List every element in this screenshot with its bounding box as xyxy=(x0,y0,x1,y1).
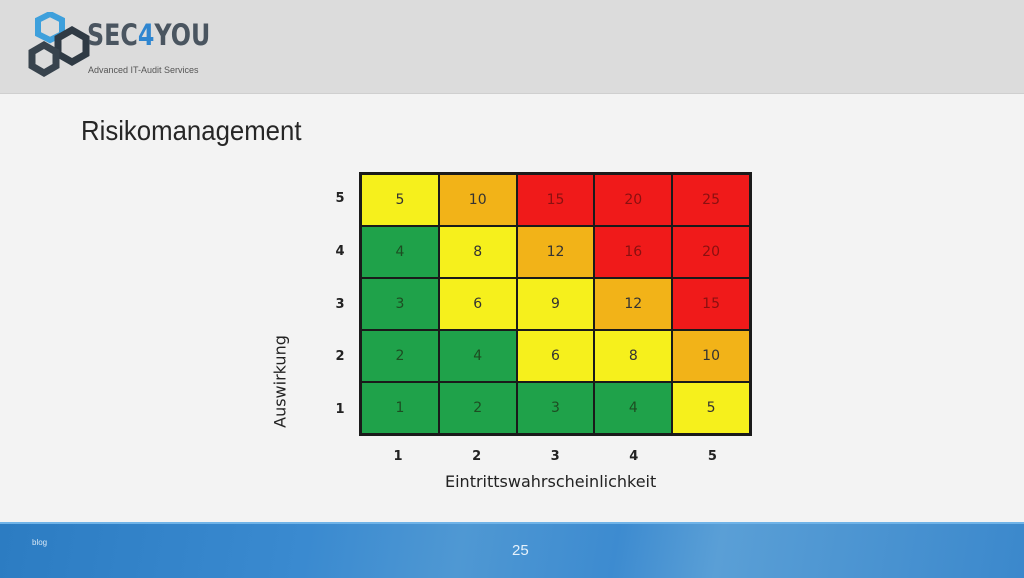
matrix-cell: 4 xyxy=(439,331,516,381)
matrix-cell: 25 xyxy=(673,175,749,225)
matrix-cell: 1 xyxy=(362,383,438,433)
matrix-cell: 20 xyxy=(595,175,672,225)
x-tick-label: 5 xyxy=(707,449,717,464)
slide-header: SEC4YOU Advanced IT-Audit Services xyxy=(0,0,1024,94)
matrix-cell: 15 xyxy=(517,175,594,225)
matrix-cell: 5 xyxy=(673,383,749,433)
y-tick-label: 2 xyxy=(335,349,345,365)
matrix-cell: 15 xyxy=(673,279,749,329)
matrix-cell: 10 xyxy=(439,175,516,225)
matrix-cell: 2 xyxy=(439,383,516,433)
slide-footer: blog 25 xyxy=(0,522,1024,578)
y-tick-label: 5 xyxy=(335,191,345,206)
y-tick-label: 3 xyxy=(335,296,345,312)
hexagon-nuts-icon xyxy=(28,12,90,78)
matrix-cell: 10 xyxy=(673,331,749,381)
matrix-cell: 3 xyxy=(517,383,594,433)
x-tick-label: 2 xyxy=(472,449,482,464)
matrix-cell: 9 xyxy=(517,279,594,329)
risk-matrix: 5 10 15 20 25 4 8 12 16 20 3 6 9 12 15 2 4 6 8 10 1 2 3 4 5 xyxy=(359,172,752,436)
matrix-cell: 12 xyxy=(595,279,672,329)
brand-name: SEC4YOU xyxy=(87,18,211,52)
x-axis-title: Eintrittswahrscheinlichkeit xyxy=(445,472,657,491)
matrix-cell: 6 xyxy=(439,279,516,329)
y-tick-label: 4 xyxy=(335,243,345,259)
matrix-cell: 6 xyxy=(517,331,594,381)
matrix-cell: 4 xyxy=(595,383,672,433)
matrix-cell: 4 xyxy=(362,227,438,277)
matrix-cell: 2 xyxy=(362,331,438,381)
matrix-cell: 5 xyxy=(362,175,438,225)
x-tick-label: 3 xyxy=(550,449,560,464)
y-axis-title: Auswirkung xyxy=(270,335,290,428)
brand-tagline: Advanced IT-Audit Services xyxy=(88,65,199,75)
matrix-cell: 20 xyxy=(673,227,749,277)
matrix-cell: 8 xyxy=(595,331,672,381)
matrix-cell: 12 xyxy=(517,227,594,277)
x-tick-label: 1 xyxy=(393,449,403,464)
matrix-cell: 8 xyxy=(439,227,516,277)
page-number: 25 xyxy=(512,542,529,559)
x-tick-label: 4 xyxy=(629,449,639,464)
footer-label: blog xyxy=(32,538,48,547)
matrix-cell: 3 xyxy=(362,279,438,329)
slide-title: Risikomanagement xyxy=(81,115,302,146)
y-tick-label: 1 xyxy=(335,402,345,418)
matrix-cell: 16 xyxy=(595,227,672,277)
